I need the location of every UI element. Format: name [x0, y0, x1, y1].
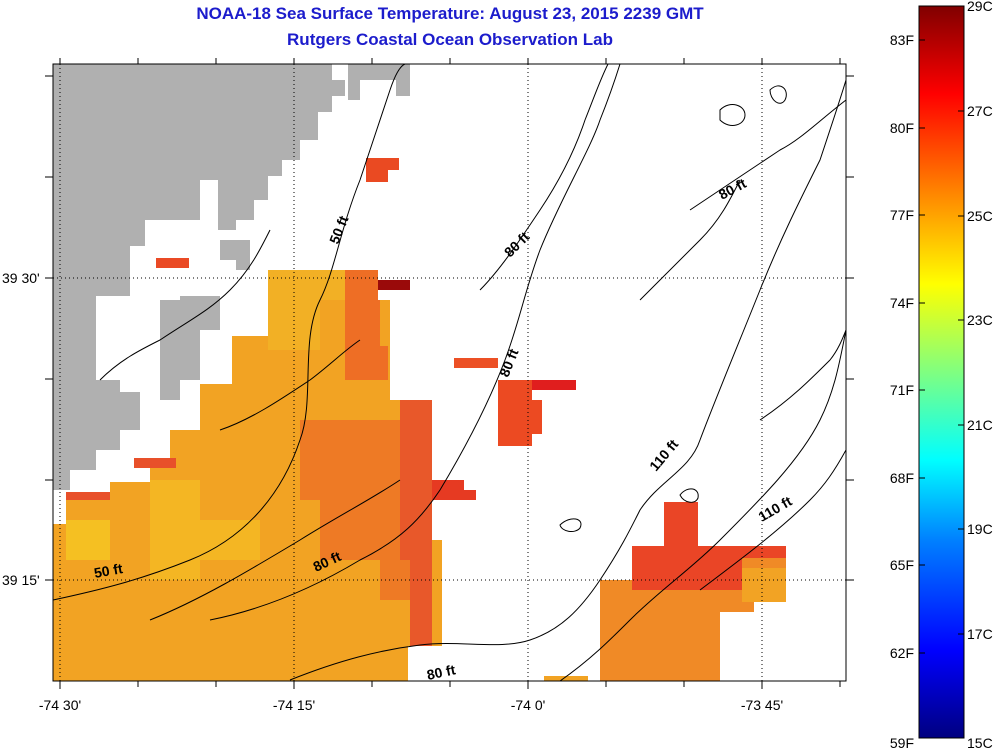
colorbar-f-label: 83F — [890, 32, 914, 48]
contour-north-east — [639, 179, 741, 301]
contour-island — [719, 104, 746, 126]
colorbar-c-label: 23C — [967, 312, 993, 328]
contour-label: 80 ft — [425, 661, 457, 683]
contour-island — [559, 518, 582, 533]
sst-red-southeast — [632, 502, 786, 590]
lon-label: -74 15' — [273, 697, 315, 713]
sst-patch — [366, 158, 399, 170]
map-title: NOAA-18 Sea Surface Temperature: August … — [196, 4, 704, 23]
sst-orange-southeast — [742, 568, 786, 602]
colorbar-f-label: 71F — [890, 382, 914, 398]
colorbar-c-label: 17C — [967, 626, 993, 642]
contour-north — [479, 64, 609, 291]
lon-label: -74 0' — [511, 697, 546, 713]
contour-80ft-south — [289, 79, 846, 681]
contour-southwest — [149, 479, 401, 621]
sst-patch — [544, 676, 588, 681]
colorbar-f-label: 62F — [890, 645, 914, 661]
sst-red-north — [345, 270, 388, 380]
colorbar-c-label: 21C — [967, 417, 993, 433]
sst-yellow-patch — [66, 520, 110, 560]
contour-80ft-west — [209, 64, 621, 621]
sst-red-strip — [66, 492, 110, 500]
sst-red-strip-2 — [134, 458, 176, 468]
lat-label: 39 15' — [2, 572, 40, 588]
contour-50ft — [53, 64, 406, 601]
colorbar-scale — [918, 5, 965, 739]
contour-island — [769, 85, 787, 104]
map-ticks — [45, 58, 854, 689]
sst-pixels — [53, 158, 786, 681]
colorbar: 83F 80F 77F 74F 71F 68F 65F 62F 59F 29C … — [890, 0, 993, 751]
sst-patch — [366, 170, 388, 182]
land-area — [53, 64, 410, 490]
contour-110ft — [559, 329, 846, 681]
sst-patch — [532, 380, 576, 390]
colorbar-f-label: 74F — [890, 295, 914, 311]
colorbar-c-label: 29C — [967, 0, 993, 14]
colorbar-f-label: 59F — [890, 735, 914, 751]
colorbar-fahrenheit-labels: 83F 80F 77F 74F 71F 68F 65F 62F 59F — [890, 32, 914, 751]
contour-southeast — [699, 449, 846, 591]
colorbar-c-label: 27C — [967, 103, 993, 119]
colorbar-f-label: 65F — [890, 557, 914, 573]
sst-red-center — [300, 420, 432, 600]
sst-red-east — [400, 400, 432, 646]
colorbar-f-label: 77F — [890, 207, 914, 223]
contour-label: 50 ft — [93, 560, 124, 581]
colorbar-f-label: 80F — [890, 120, 914, 136]
sst-warm-patch — [150, 480, 260, 580]
colorbar-c-label: 25C — [967, 208, 993, 224]
sst-north-patch — [268, 270, 345, 350]
colorbar-f-label: 68F — [890, 470, 914, 486]
contour-east-ridge — [759, 329, 846, 421]
graticule — [53, 64, 846, 681]
contour-center — [219, 339, 361, 431]
colorbar-c-label: 19C — [967, 521, 993, 537]
contour-west-tangle — [99, 229, 271, 381]
colorbar-ticks — [919, 39, 964, 654]
colorbar-c-label: 15C — [967, 735, 993, 751]
sst-patch-dark — [378, 280, 410, 290]
lat-label: 39 30' — [2, 270, 40, 286]
sst-patch — [156, 258, 189, 268]
contour-east — [689, 99, 846, 211]
lon-label: -74 30' — [39, 697, 81, 713]
contour-island — [679, 488, 699, 503]
lon-label: -73 45' — [741, 697, 783, 713]
map-subtitle: Rutgers Coastal Ocean Observation Lab — [287, 30, 613, 49]
colorbar-celsius-labels: 29C 27C 25C 23C 21C 19C 17C 15C — [967, 0, 993, 751]
sst-patch — [454, 358, 498, 368]
sst-patch — [498, 380, 542, 446]
bathymetry-contours — [53, 64, 846, 681]
